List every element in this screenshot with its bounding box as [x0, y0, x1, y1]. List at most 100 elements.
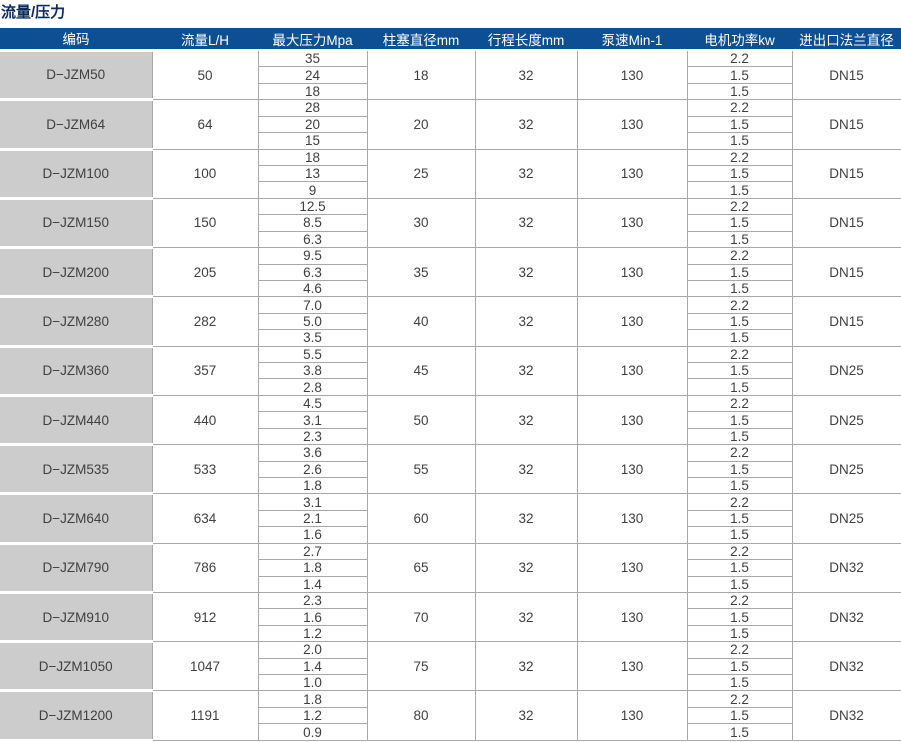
- table-row-2-sub-1: 13 1.5: [0, 164, 901, 183]
- pressure-cell: 1.2: [257, 706, 368, 725]
- pressure-cell: 2.8: [257, 378, 368, 396]
- pump-speed-cell: 130: [576, 690, 688, 741]
- pressure-cell: 4.6: [257, 279, 368, 298]
- code-cell: D−JZM360: [0, 344, 153, 397]
- motor-power-cell: 1.5: [686, 214, 793, 232]
- pressure-cell: 1.4: [257, 575, 368, 593]
- pump-speed-cell: 130: [576, 99, 688, 150]
- table-row-0-sub-0: D−JZM50 50 35 18 32 130 2.2 DN15: [0, 48, 901, 102]
- column-header-3: 柱塞直径mm: [367, 28, 475, 51]
- motor-power-cell: 1.5: [686, 476, 793, 495]
- motor-power-cell: 1.5: [686, 66, 793, 84]
- flow-cell: 205: [151, 247, 259, 298]
- flow-cell: 786: [151, 542, 259, 593]
- pump-speed-cell: 130: [576, 197, 688, 249]
- pressure-cell: 3.8: [257, 362, 368, 380]
- motor-power-cell: 1.5: [686, 263, 793, 281]
- stroke-length-cell: 32: [474, 542, 578, 593]
- pressure-cell: 24: [257, 66, 368, 84]
- code-cell: D−JZM640: [0, 492, 153, 545]
- motor-power-cell: 1.5: [686, 82, 793, 101]
- pump-speed-cell: 130: [576, 148, 688, 199]
- pump-speed-cell: 130: [576, 49, 688, 101]
- pressure-cell: 1.0: [257, 674, 368, 692]
- table-row-11-sub-0: D−JZM910 912 2.3 70 32 130 2.2 DN32: [0, 590, 901, 644]
- flange-diameter-cell: DN15: [791, 296, 901, 347]
- pressure-cell: 1.8: [257, 690, 368, 708]
- pressure-cell: 1.8: [257, 476, 368, 495]
- flow-cell: 64: [151, 99, 259, 150]
- table-row-5-sub-2: 3.5 1.5: [0, 329, 901, 347]
- stroke-length-cell: 32: [474, 641, 578, 692]
- code-cell: D−JZM100: [0, 147, 153, 200]
- pressure-cell: 9.5: [257, 247, 368, 265]
- motor-power-cell: 1.5: [686, 115, 793, 134]
- flange-diameter-cell: DN15: [791, 247, 901, 298]
- table-row-7-sub-0: D−JZM440 440 4.5 50 32 130 2.2 DN25: [0, 393, 901, 447]
- motor-power-cell: 1.5: [686, 279, 793, 298]
- pressure-cell: 15: [257, 132, 368, 150]
- pump-speed-cell: 130: [576, 296, 688, 347]
- flow-cell: 357: [151, 345, 259, 396]
- stroke-length-cell: 32: [474, 197, 578, 249]
- motor-power-cell: 1.5: [686, 526, 793, 544]
- plunger-diameter-cell: 65: [366, 542, 476, 593]
- flange-diameter-cell: DN25: [791, 493, 901, 544]
- flow-cell: 50: [151, 49, 259, 101]
- table-row-8-sub-0: D−JZM535 533 3.6 55 32 130 2.2 DN25: [0, 443, 901, 496]
- motor-power-cell: 2.2: [686, 641, 793, 659]
- table-body: D−JZM50 50 35 18 32 130 2.2 DN15 24 1.5 18 1.5 D−JZM…: [0, 48, 901, 742]
- stroke-length-cell: 32: [474, 49, 578, 101]
- table-row-6-sub-2: 2.8 1.5: [0, 378, 901, 396]
- pressure-cell: 28: [257, 99, 368, 117]
- stroke-length-cell: 32: [474, 444, 578, 495]
- motor-power-cell: 1.5: [686, 312, 793, 331]
- flange-diameter-cell: DN32: [791, 542, 901, 593]
- flange-diameter-cell: DN25: [791, 394, 901, 446]
- pump-speed-cell: 130: [576, 345, 688, 396]
- pressure-cell: 1.6: [257, 608, 368, 626]
- code-cell: D−JZM150: [0, 196, 153, 250]
- pressure-cell: 13: [257, 164, 368, 183]
- table-row-5-sub-0: D−JZM280 282 7.0 40 32 130 2.2 DN15: [0, 295, 901, 348]
- pump-speed-cell: 130: [576, 394, 688, 446]
- column-header-4: 行程长度mm: [475, 28, 577, 51]
- stroke-length-cell: 32: [474, 148, 578, 199]
- table-row-11-sub-2: 1.2 1.5: [0, 624, 901, 643]
- stroke-length-cell: 32: [474, 345, 578, 396]
- pressure-cell: 2.1: [257, 509, 368, 528]
- pressure-cell: 1.4: [257, 657, 368, 676]
- pump-speed-cell: 130: [576, 444, 688, 495]
- flow-cell: 533: [151, 444, 259, 495]
- flange-diameter-cell: DN25: [791, 345, 901, 396]
- motor-power-cell: 2.2: [686, 49, 793, 68]
- pump-speed-cell: 130: [576, 542, 688, 593]
- motor-power-cell: 2.2: [686, 444, 793, 462]
- motor-power-cell: 1.5: [686, 575, 793, 593]
- table-row-2-sub-0: D−JZM100 100 18 25 32 130 2.2 DN15: [0, 147, 901, 200]
- plunger-diameter-cell: 55: [366, 444, 476, 495]
- code-cell: D−JZM910: [0, 590, 153, 644]
- column-header-2: 最大压力Mpa: [258, 28, 367, 51]
- flange-diameter-cell: DN32: [791, 591, 901, 643]
- plunger-diameter-cell: 70: [366, 591, 476, 643]
- flange-diameter-cell: DN15: [791, 49, 901, 101]
- code-cell: D−JZM535: [0, 443, 153, 496]
- flow-cell: 1191: [151, 690, 259, 741]
- code-cell: D−JZM64: [0, 98, 153, 151]
- table-row-13-sub-0: D−JZM1200 1191 1.8 80 32 130 2.2 DN32: [0, 689, 901, 742]
- motor-power-cell: 1.5: [686, 559, 793, 577]
- stroke-length-cell: 32: [474, 493, 578, 544]
- flange-diameter-cell: DN25: [791, 444, 901, 495]
- flange-diameter-cell: DN15: [791, 99, 901, 150]
- motor-power-cell: 1.5: [686, 624, 793, 643]
- table-row-4-sub-0: D−JZM200 205 9.5 35 32 130 2.2 DN15: [0, 246, 901, 299]
- pressure-cell: 3.1: [257, 493, 368, 511]
- flow-cell: 1047: [151, 641, 259, 692]
- plunger-diameter-cell: 18: [366, 49, 476, 101]
- table-row-9-sub-0: D−JZM640 634 3.1 60 32 130 2.2 DN25: [0, 492, 901, 545]
- motor-power-cell: 2.2: [686, 99, 793, 117]
- motor-power-cell: 1.5: [686, 362, 793, 380]
- column-header-0: 编码: [0, 28, 152, 51]
